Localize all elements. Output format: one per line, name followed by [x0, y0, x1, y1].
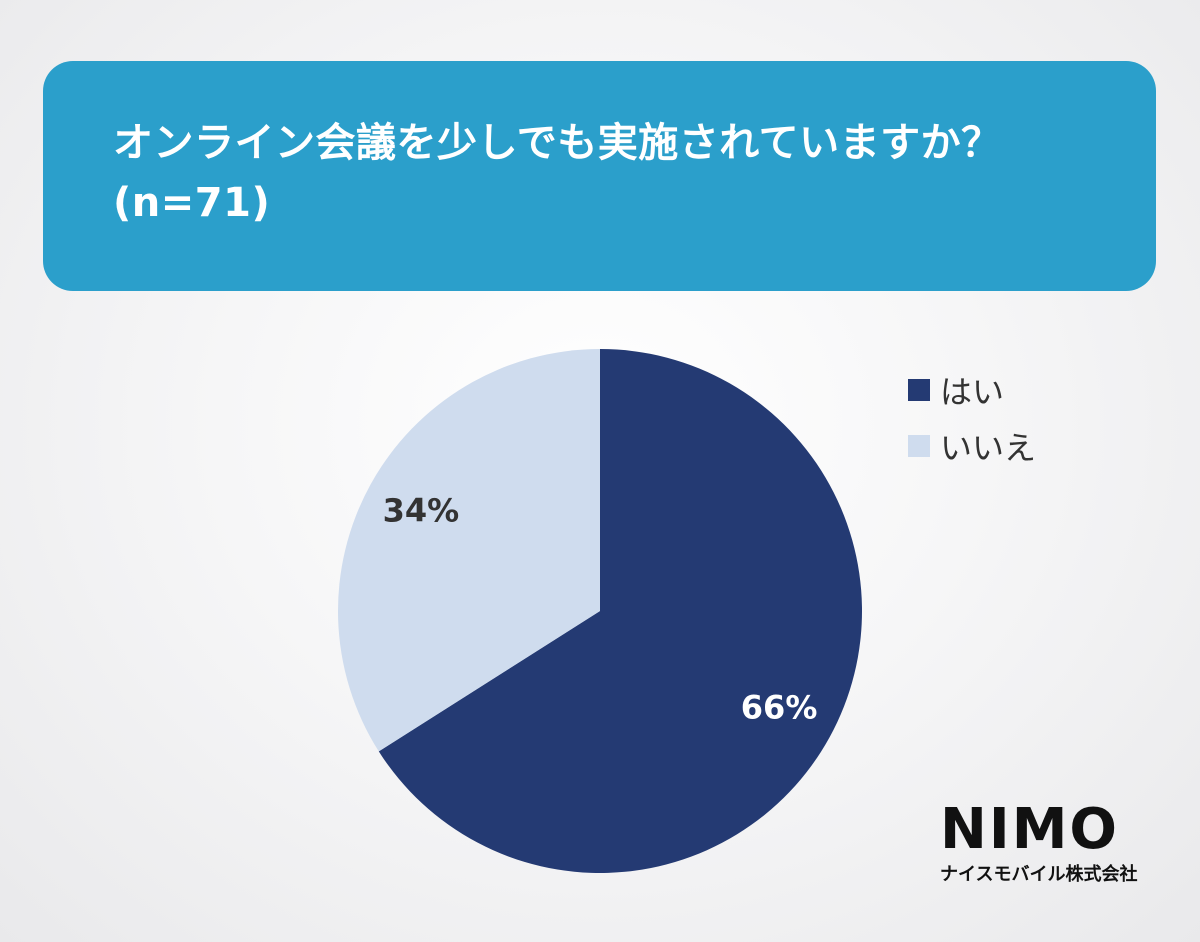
pie-slices — [337, 349, 862, 874]
legend-label-no: いいえ — [940, 429, 1037, 467]
legend-item-yes: はい — [908, 362, 1036, 418]
pie-labels: 66% 34% — [383, 492, 818, 727]
legend-label-yes: はい — [940, 373, 1005, 411]
legend-swatch-yes — [908, 379, 930, 401]
pie-label-no: 34% — [383, 492, 460, 530]
pie-slice-no — [337, 349, 600, 752]
legend-swatch-no — [908, 435, 930, 457]
legend: はい いいえ — [908, 362, 1036, 474]
pie-slice-yes — [378, 349, 862, 874]
pie-label-yes: 66% — [741, 688, 818, 726]
title-banner: オンライン会議を少しでも実施されていますか？ (n=71) — [43, 61, 1156, 291]
chart-title: オンライン会議を少しでも実施されていますか？ — [113, 120, 1002, 166]
logo-mark: NIMO — [940, 797, 1120, 862]
legend-item-no: いいえ — [908, 418, 1036, 474]
sample-size: (n=71) — [113, 180, 271, 226]
logo-company-name: ナイスモバイル株式会社 — [940, 864, 1138, 885]
company-logo: NIMO ナイスモバイル株式会社 — [940, 800, 1160, 888]
